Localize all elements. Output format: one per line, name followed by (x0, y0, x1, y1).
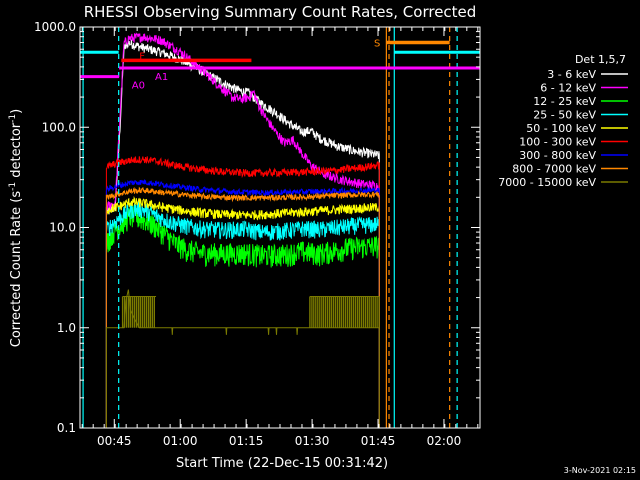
date-stamp: 3-Nov-2021 02:15 (564, 466, 636, 475)
flag-label-a0: A0 (132, 81, 145, 92)
x-tick-label: 01:30 (295, 434, 330, 448)
x-tick-label: 01:15 (229, 434, 264, 448)
legend-title: Det 1,5,7 (575, 53, 626, 66)
chart-title: RHESSI Observing Summary Count Rates, Co… (84, 3, 477, 21)
legend-label-800-7000-kev: 800 - 7000 keV (512, 163, 596, 176)
series-line-6-12-kev (105, 32, 380, 428)
y-axis-label-mid: detector (9, 122, 24, 182)
flag-label-s: S (374, 39, 380, 50)
y-axis-label-sup1: -1 (8, 182, 18, 191)
series-line-100-300-kev (105, 156, 380, 428)
y-tick-label: 0.1 (57, 421, 76, 435)
legend-label-25-50-kev: 25 - 50 keV (533, 109, 596, 122)
legend-label-3-6-kev: 3 - 6 keV (547, 68, 596, 81)
series-line-800-7000-kev (105, 186, 380, 428)
x-axis-label: Start Time (22-Dec-15 00:31:42) (176, 456, 388, 471)
series-line-300-800-kev (105, 179, 380, 428)
legend-label-12-25-kev: 12 - 25 keV (533, 95, 596, 108)
y-tick-label: 1.0 (57, 321, 76, 335)
legend-label-6-12-kev: 6 - 12 keV (540, 82, 596, 95)
series-group (105, 32, 380, 428)
x-tick-label: 02:00 (427, 434, 462, 448)
series-line-3-6-kev (105, 39, 380, 428)
legend-label-7000-15000-kev: 7000 - 15000 keV (498, 176, 596, 189)
y-tick-label: 1000.0 (34, 20, 76, 34)
legend-label-100-300-kev: 100 - 300 keV (519, 136, 596, 149)
series-line-25-50-kev (105, 200, 380, 428)
y-axis-label: Corrected Count Rate (s-1 detector-1) (8, 109, 24, 347)
x-tick-label: 01:45 (361, 434, 396, 448)
x-tick-label: 01:00 (163, 434, 198, 448)
flag-label-a1: A1 (155, 72, 168, 83)
series-line-12-25-kev (105, 205, 380, 428)
y-tick-label: 100.0 (42, 120, 76, 134)
flag-label-f: F (139, 51, 145, 62)
attenuator-block-1 (121, 296, 155, 328)
attenuator-block-2 (309, 296, 380, 328)
y-tick-label: 10.0 (49, 221, 76, 235)
series-line-50-100-kev (105, 195, 380, 428)
legend-label-50-100-kev: 50 - 100 keV (526, 122, 596, 135)
x-tick-label: 00:45 (97, 434, 132, 448)
y-axis-label-main: Corrected Count Rate (s (9, 191, 24, 348)
axis-group: 0.1 1.0 10.0 100.0 1000.0 00:45 01:00 01:15 01:3… (34, 20, 480, 448)
y-axis-label-end: ) (9, 109, 24, 114)
y-axis-label-sup2: -1 (8, 114, 18, 123)
legend-label-300-800-kev: 300 - 800 keV (519, 149, 596, 162)
